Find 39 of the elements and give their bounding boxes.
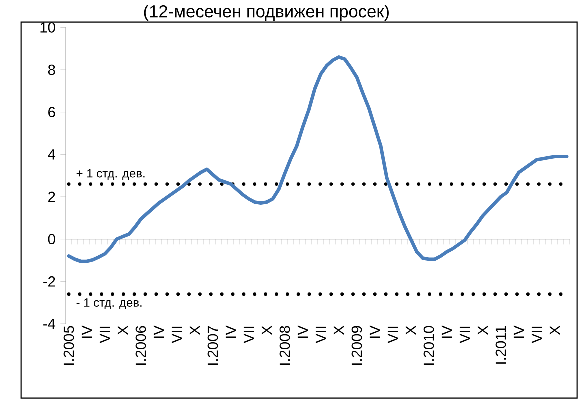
x-tick-label: VII bbox=[316, 326, 326, 344]
x-tick-label: VII bbox=[172, 326, 182, 344]
x-tick-label: IV bbox=[514, 326, 524, 338]
x-tick-label: IV bbox=[82, 326, 92, 338]
x-tick-label: I.2011 bbox=[496, 326, 506, 364]
x-tick-label: I.2007 bbox=[208, 326, 218, 366]
y-tick-label: 4 bbox=[48, 150, 56, 160]
x-tick-label: I.2010 bbox=[424, 326, 434, 366]
y-tick-label: 2 bbox=[48, 192, 56, 202]
x-tick-label: VII bbox=[532, 326, 542, 344]
ref-line-label: + 1 стд. дев. bbox=[76, 169, 145, 180]
x-tick-label: X bbox=[406, 326, 416, 336]
x-tick-label: I.2009 bbox=[352, 326, 362, 366]
x-tick-label: X bbox=[118, 326, 128, 336]
x-tick-label: IV bbox=[226, 326, 236, 338]
x-tick-label: I.2008 bbox=[280, 326, 290, 366]
ref-line-label: - 1 стд. дев. bbox=[76, 298, 142, 310]
x-tick-label: X bbox=[334, 326, 344, 336]
y-tick-label: 10 bbox=[40, 22, 56, 33]
x-tick-label: X bbox=[478, 326, 488, 336]
y-tick-label: -2 bbox=[44, 276, 56, 287]
x-tick-label: X bbox=[190, 326, 200, 336]
x-tick-label: X bbox=[262, 326, 272, 336]
y-tick-label: -4 bbox=[44, 318, 56, 330]
x-tick-label: X bbox=[550, 326, 560, 336]
x-tick-label: I.2005 bbox=[64, 326, 74, 366]
chart-title: (12-месечен подвижен просек) bbox=[144, 5, 389, 22]
x-tick-label: IV bbox=[154, 326, 164, 338]
x-tick-label: IV bbox=[442, 326, 452, 338]
x-tick-label: VII bbox=[460, 326, 470, 344]
x-tick-label: VII bbox=[244, 326, 254, 344]
x-tick-label: I.2006 bbox=[136, 326, 146, 366]
y-tick-label: 8 bbox=[48, 64, 56, 76]
y-tick-label: 6 bbox=[48, 107, 56, 118]
x-tick-label: VII bbox=[388, 326, 398, 344]
x-tick-label: VII bbox=[100, 326, 110, 344]
x-tick-label: IV bbox=[298, 326, 308, 338]
y-tick-label: 0 bbox=[48, 234, 56, 245]
x-tick-label: IV bbox=[370, 326, 380, 338]
